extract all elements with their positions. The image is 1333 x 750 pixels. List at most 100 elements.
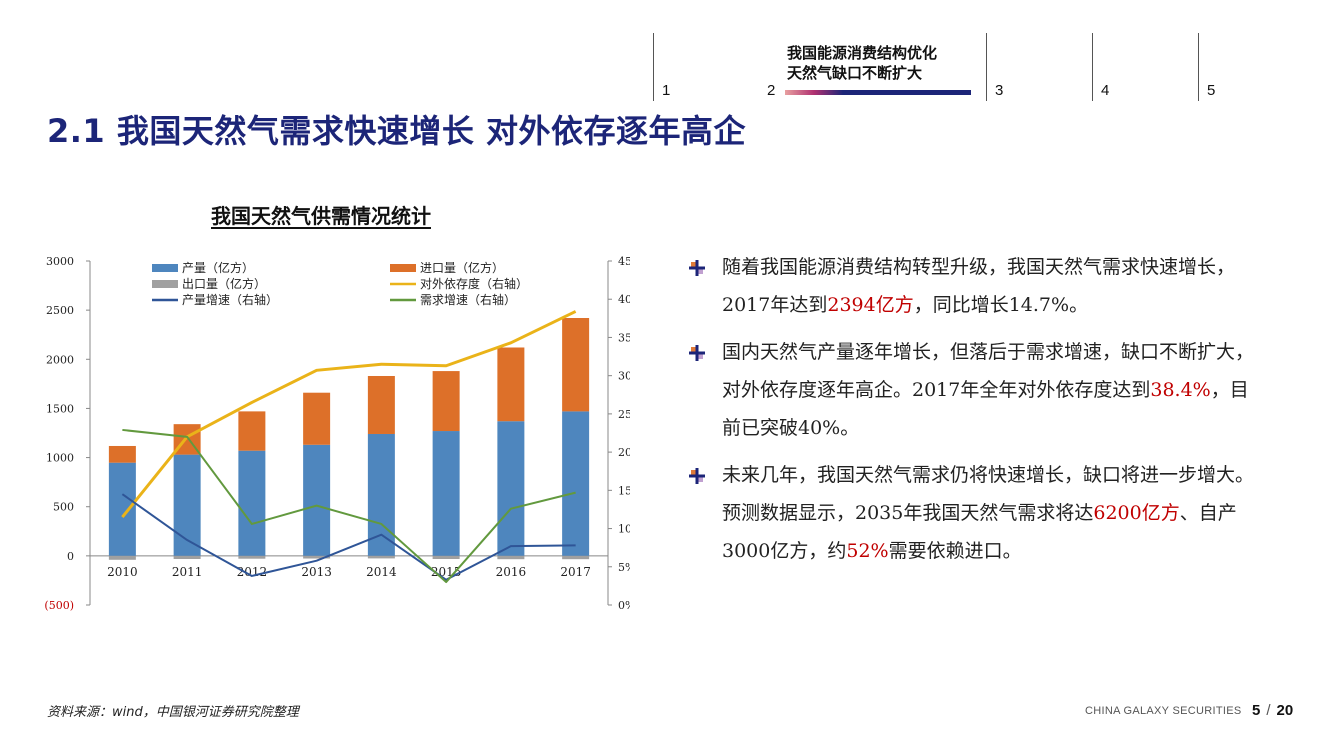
right-axis-tick-label: 30% <box>618 370 630 383</box>
bullet-cross-icon <box>689 468 705 484</box>
legend-label: 产量增速（右轴） <box>182 292 278 307</box>
supply-demand-chart: (500) 0 500 1000 1500 2000 2500 3000 0% 5% 10% 15% 2… <box>44 255 630 612</box>
legend-label: 对外依存度（右轴） <box>420 276 528 291</box>
bar-import <box>562 318 590 412</box>
right-axis-tick-label: 15% <box>618 484 630 497</box>
right-axis-tick-label: 45% <box>618 255 630 268</box>
bullet-highlight: 52% <box>846 540 889 562</box>
nav-active-title-line2: 天然气缺口不断扩大 <box>787 64 923 82</box>
right-axis-tick-label: 10% <box>618 523 630 536</box>
series-line <box>122 428 576 584</box>
bullet-list: 随着我国能源消费结构转型升级，我国天然气需求快速增长，2017年达到2394亿方… <box>688 248 1258 579</box>
page-number: 5 / 20 <box>1252 702 1293 719</box>
nav-active-title-line1: 我国能源消费结构优化 <box>787 44 938 62</box>
bar-production <box>497 421 525 556</box>
legend-swatch <box>152 280 178 288</box>
series-line <box>121 493 576 581</box>
bullet-item: 未来几年，我国天然气需求仍将快速增长，缺口将进一步增大。预测数据显示，2035年… <box>688 456 1258 570</box>
x-axis-tick-label: 2010 <box>107 565 138 579</box>
nav-item-2-active[interactable]: 我国能源消费结构优化 天然气缺口不断扩大 2 <box>759 33 986 101</box>
bar-production <box>238 450 266 556</box>
bar-import <box>238 411 266 451</box>
legend-swatch <box>152 264 178 272</box>
bullet-highlight: 6200亿方 <box>1093 502 1180 524</box>
page-title: 2.1 我国天然气需求快速增长 对外依存逐年高企 <box>47 112 746 150</box>
bullet-text-part: 需要依赖进口。 <box>888 540 1022 562</box>
bullet-text-part: ，同比增长14.7%。 <box>913 294 1089 316</box>
left-axis-tick-label: 1500 <box>46 402 74 415</box>
nav-item-5[interactable]: 5 <box>1198 33 1304 101</box>
bullet-item: 国内天然气产量逐年增长，但落后于需求增速，缺口不断扩大，对外依存度逐年高企。20… <box>688 333 1258 447</box>
bar-export <box>303 555 331 559</box>
x-axis-tick-label: 2013 <box>301 565 332 579</box>
nav-item-number: 1 <box>662 82 671 99</box>
bar-export <box>497 555 525 560</box>
bullet-item: 随着我国能源消费结构转型升级，我国天然气需求快速增长，2017年达到2394亿方… <box>688 248 1258 324</box>
bullet-text: 随着我国能源消费结构转型升级，我国天然气需求快速增长，2017年达到2394亿方… <box>722 256 1235 316</box>
bullet-text-part: 未来几年，我国天然气需求仍将快速增长，缺口将进一步增大。预测数据显示，2035年… <box>722 464 1255 524</box>
legend-label: 产量（亿方） <box>182 260 254 275</box>
right-axis-tick-label: 20% <box>618 446 630 459</box>
left-axis-tick-label: 2000 <box>46 353 74 366</box>
page-separator: / <box>1266 702 1271 719</box>
right-axis-tick-label: 5% <box>618 561 630 574</box>
bar-import <box>303 392 331 445</box>
x-axis-tick-label: 2011 <box>172 565 203 579</box>
x-axis-tick-label: 2017 <box>560 565 591 579</box>
bullet-text-part: 国内天然气产量逐年增长，但落后于需求增速，缺口不断扩大，对外依存度逐年高企。20… <box>722 341 1255 401</box>
bullet-text-part: 、自产3000亿方，约 <box>722 502 1237 562</box>
right-axis-tick-label: 40% <box>618 293 630 306</box>
nav-item-number: 2 <box>767 82 776 99</box>
x-axis-tick-label: 2012 <box>237 565 268 579</box>
left-axis-tick-label: 500 <box>53 501 74 514</box>
bullet-text-part: 随着我国能源消费结构转型升级，我国天然气需求快速增长，2017年达到 <box>722 256 1236 316</box>
bar-production <box>108 462 136 556</box>
left-axis-tick-label: 1000 <box>46 452 74 465</box>
left-axis-tick-label: 3000 <box>46 255 74 268</box>
legend-label: 需求增速（右轴） <box>420 292 516 307</box>
bullet-cross-icon <box>689 345 705 361</box>
page-total: 20 <box>1276 702 1294 719</box>
bar-import <box>108 445 136 463</box>
right-axis-tick-label: 0% <box>618 599 630 612</box>
bar-export <box>238 555 266 559</box>
bullet-text: 未来几年，我国天然气需求仍将快速增长，缺口将进一步增大。预测数据显示，2035年… <box>722 464 1254 562</box>
left-axis-tick-label: 0 <box>67 550 74 563</box>
bar-import <box>432 371 460 432</box>
company-name: CHINA GALAXY SECURITIES <box>1085 705 1242 717</box>
bar-export <box>562 555 590 560</box>
chart-title: 我国天然气供需情况统计 <box>211 204 431 228</box>
bullet-highlight: 38.4% <box>1150 379 1211 401</box>
bar-export <box>432 555 460 560</box>
x-axis-tick-label: 2014 <box>366 565 397 579</box>
right-axis-tick-label: 35% <box>618 331 630 344</box>
nav-item-number: 5 <box>1207 82 1216 99</box>
nav-item-4[interactable]: 4 <box>1092 33 1198 101</box>
nav-item-1[interactable]: 1 <box>653 33 759 101</box>
bullet-cross-icon <box>689 260 705 276</box>
right-axis-tick-label: 25% <box>618 408 630 421</box>
source-note: 资料来源：wind，中国银河证券研究院整理 <box>47 705 299 720</box>
nav-active-indicator <box>785 90 971 95</box>
bullet-text-part: ，目前已突破40%。 <box>722 379 1249 439</box>
left-axis-tick-label: 2500 <box>46 304 74 317</box>
bar-production <box>303 444 331 556</box>
legend-label: 进口量（亿方） <box>420 260 504 275</box>
page-current: 5 <box>1252 702 1261 719</box>
left-axis-tick-label: (500) <box>44 599 74 612</box>
nav-item-3[interactable]: 3 <box>986 33 1092 101</box>
bar-production <box>562 411 590 556</box>
legend-label: 出口量（亿方） <box>182 276 266 291</box>
bar-import <box>497 347 525 422</box>
nav-active-title: 我国能源消费结构优化 天然气缺口不断扩大 <box>787 43 937 83</box>
x-axis-tick-label: 2016 <box>496 565 527 579</box>
bar-export <box>173 555 201 560</box>
bar-export <box>367 555 395 559</box>
bullet-highlight: 2394亿方 <box>827 294 914 316</box>
bullet-text: 国内天然气产量逐年增长，但落后于需求增速，缺口不断扩大，对外依存度逐年高企。20… <box>722 341 1254 439</box>
bar-production <box>432 431 460 556</box>
bar-import <box>367 375 395 434</box>
bar-export <box>108 555 136 560</box>
legend-swatch <box>390 264 416 272</box>
series-line <box>121 310 577 519</box>
